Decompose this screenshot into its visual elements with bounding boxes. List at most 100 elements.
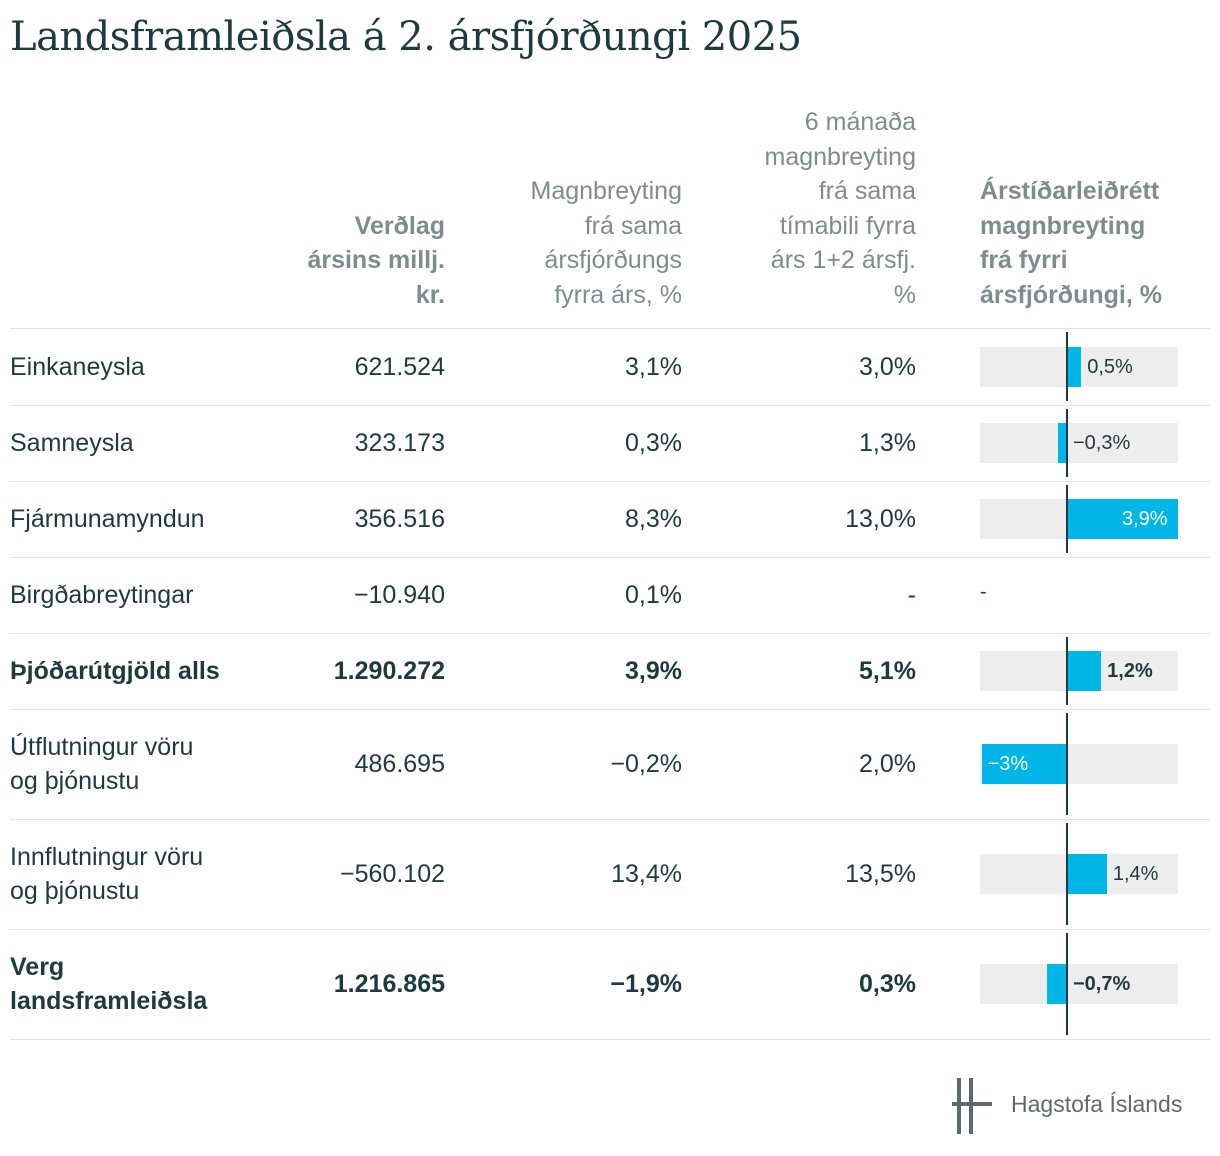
column-header-line: kr. (415, 280, 445, 309)
seasonal-bar-label: 1,4% (1112, 863, 1159, 885)
zero-axis-line (1066, 485, 1068, 553)
cell-halfyear: 2,0% (859, 750, 916, 778)
cell-price: −10.940 (353, 581, 445, 609)
row-label-line: landsframleiðsla (10, 987, 208, 1015)
column-header-line: frá sama (818, 177, 916, 205)
seasonal-bar-label: −0,3% (1073, 432, 1131, 454)
row-label-line: Innflutningur vöru (10, 843, 204, 871)
column-header-halfyear: 6 mánaða magnbreyting frá sama tímabili fyr… (686, 105, 916, 312)
cell-price: 486.695 (354, 750, 445, 778)
row-label-line: Fjármunamyndun (10, 505, 205, 533)
row-label-line: Verg (10, 953, 65, 981)
seasonal-bar (1058, 423, 1067, 463)
cell-halfyear: 13,5% (845, 860, 916, 888)
row-label-line: Birgðabreytingar (10, 581, 194, 609)
cell-annual: −0,2% (610, 750, 682, 778)
seasonal-bar-label: 0,5% (1087, 355, 1133, 378)
row-label: Innflutningur vöru og þjónustu (10, 840, 203, 908)
page-title: Landsframleiðsla á 2. ársfjórðungi 2025 (10, 14, 802, 60)
seasonal-bar (1067, 854, 1107, 894)
zero-axis-line (1066, 637, 1068, 705)
row-divider (10, 557, 1210, 558)
seasonal-bar (1067, 499, 1178, 539)
row-label: Þjóðarútgjöld alls (10, 654, 220, 688)
row-label: Fjármunamyndun (10, 502, 205, 536)
column-header-line: % (893, 280, 916, 309)
row-label-line: og þjónustu (10, 877, 140, 905)
column-header-line: Árstíðarleiðrétt (980, 177, 1160, 205)
column-header-line: magnbreyting (764, 142, 916, 171)
row-label-line: og þjónustu (10, 767, 140, 795)
seasonal-bar-label: 3,9% (1122, 508, 1168, 530)
row-divider (10, 819, 1210, 820)
row-label-line: Útflutningur vöru (10, 733, 194, 761)
seasonal-bar-label: −3% (987, 753, 1029, 775)
column-header-line: fyrra árs, % (554, 280, 682, 309)
cell-annual: 8,3% (625, 505, 682, 533)
cell-annual: 3,1% (625, 352, 682, 381)
cell-price: −560.102 (340, 860, 445, 888)
row-label: Verg landsframleiðsla (10, 950, 207, 1018)
column-header-line: ársfjórðungs (544, 246, 682, 274)
column-header-line: tímabili fyrra (779, 211, 916, 240)
cell-halfyear: - (907, 581, 916, 609)
bar-track (980, 964, 1178, 1004)
row-divider (10, 929, 1210, 930)
seasonal-bar (981, 744, 1067, 784)
zero-axis-line (1066, 409, 1068, 477)
column-header-line: frá sama (584, 211, 682, 240)
column-header-price: Verðlag ársins millj. kr. (245, 209, 445, 313)
cell-annual: 3,9% (625, 657, 682, 685)
cell-price: 356.516 (354, 505, 445, 533)
zero-axis-line (1066, 823, 1068, 925)
row-label: Samneysla (10, 426, 134, 460)
hagstofa-logo-icon (952, 1078, 992, 1134)
column-header-line: ársins millj. (307, 246, 445, 274)
cell-halfyear: 13,0% (845, 505, 916, 533)
cell-price: 323.173 (354, 429, 445, 457)
zero-axis-line (1066, 713, 1068, 815)
row-divider (10, 405, 1210, 406)
cell-halfyear: 5,1% (859, 657, 916, 685)
cell-price: 621.524 (354, 352, 445, 381)
row-label: Birgðabreytingar (10, 578, 193, 612)
row-label-line: Einkaneysla (10, 352, 145, 381)
column-header-line: 6 mánaða (804, 108, 916, 136)
hagstofa-logo-text: Hagstofa Íslands (1011, 1091, 1183, 1117)
seasonal-empty-dash: - (980, 581, 987, 603)
row-label: Einkaneysla (10, 350, 145, 384)
seasonal-bar (1047, 964, 1067, 1004)
zero-axis-line (1066, 332, 1068, 401)
row-label-line: Samneysla (10, 429, 134, 457)
cell-halfyear: 3,0% (859, 352, 916, 381)
cell-price: 1.216.865 (333, 970, 445, 998)
cell-halfyear: 1,3% (859, 429, 916, 457)
row-divider (10, 481, 1210, 482)
row-divider (10, 709, 1210, 710)
cell-price: 1.290.272 (333, 657, 445, 685)
row-divider (10, 1039, 1210, 1040)
row-label-line: Þjóðarútgjöld alls (10, 657, 220, 685)
column-header-line: ársfjórðungi, % (980, 280, 1162, 309)
cell-annual: −1,9% (610, 970, 682, 998)
cell-halfyear: 0,3% (859, 970, 916, 998)
bar-track (980, 423, 1178, 463)
column-header-annual: Magnbreyting frá sama ársfjórðungs fyrra ár… (452, 174, 682, 312)
column-header-line: árs 1+2 ársfj. (770, 246, 916, 274)
zero-axis-line (1066, 933, 1068, 1035)
column-header-seasonal: Árstíðarleiðrétt magnbreyting frá fyrri árs… (980, 174, 1210, 312)
cell-annual: 0,1% (625, 581, 682, 609)
cell-annual: 13,4% (611, 860, 682, 888)
seasonal-bar (1067, 346, 1082, 387)
cell-annual: 0,3% (625, 429, 682, 457)
row-divider (10, 328, 1210, 329)
seasonal-bar (1067, 651, 1102, 691)
seasonal-bar-label: 1,2% (1107, 660, 1153, 682)
row-label: Útflutningur vöru og þjónustu (10, 730, 193, 798)
column-header-line: Verðlag (354, 211, 445, 240)
column-header-line: magnbreyting (980, 211, 1146, 240)
column-header-line: frá fyrri (980, 246, 1068, 274)
seasonal-bar-label: −0,7% (1073, 973, 1131, 995)
column-header-line: Magnbreyting (530, 177, 682, 205)
row-divider (10, 633, 1210, 634)
